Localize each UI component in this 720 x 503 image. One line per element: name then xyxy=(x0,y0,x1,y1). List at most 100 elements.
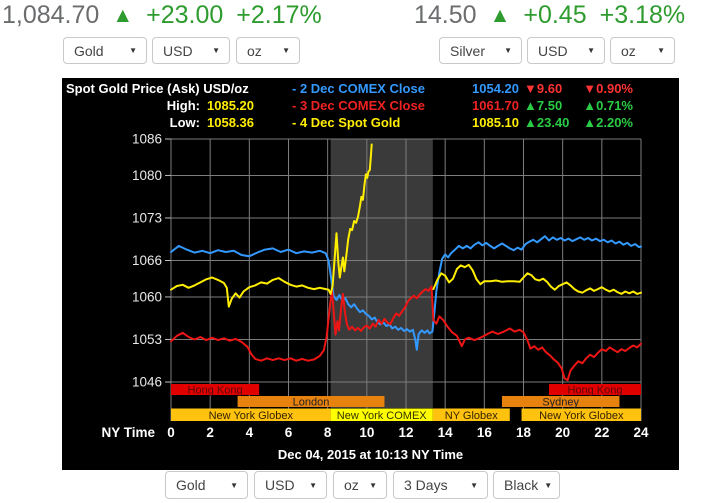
chevron-down-icon: ▼ xyxy=(309,480,317,490)
high-value: 1085.20 xyxy=(207,98,254,113)
y-tick-label: 1060 xyxy=(132,289,162,304)
legend-label-3dec: - 3 Dec COMEX Close xyxy=(292,98,425,113)
currency-select-left-value: USD xyxy=(163,42,193,59)
price-line-blue xyxy=(170,235,642,351)
x-tick-label: 18 xyxy=(516,425,532,440)
y-tick-label: 1053 xyxy=(132,332,162,347)
unit-select-right-value: oz xyxy=(621,42,636,59)
session-bar-label: London xyxy=(293,397,330,409)
session-bar-label: Sydney xyxy=(542,397,579,409)
y-tick-label: 1066 xyxy=(132,253,162,268)
chevron-down-icon: ▼ xyxy=(504,46,512,55)
silver-change-pct: +3.18% xyxy=(599,1,686,29)
metal-select-right-value: Silver xyxy=(450,42,486,59)
gold-up-arrow-icon: ▲ xyxy=(112,4,134,27)
chevron-down-icon: ▼ xyxy=(470,480,478,490)
gold-chart: 1086 1080 1073 1066 1060 1053 1046 Hong Kong Hon… xyxy=(62,78,679,470)
session-bar xyxy=(237,396,385,407)
chart-range-select-value: 3 Days xyxy=(404,477,448,493)
chart-currency-select-value: USD xyxy=(265,477,295,493)
session-bar-label: New York Globex xyxy=(209,410,294,422)
legend-label-2dec: - 2 Dec COMEX Close xyxy=(292,81,425,96)
x-tick-label: 2 xyxy=(206,425,214,440)
price-line-yellow xyxy=(432,263,642,295)
legend-change-pct-4dec: ▲2.20% xyxy=(583,115,633,130)
session-bar-label: New York Globex xyxy=(539,410,624,422)
chart-metal-select-value: Gold xyxy=(176,477,206,493)
chart-timestamp: Dec 04, 2015 at 10:13 NY Time xyxy=(277,447,464,462)
x-tick-label: 24 xyxy=(633,425,649,440)
low-label: Low: xyxy=(169,115,200,130)
chevron-down-icon: ▼ xyxy=(657,46,665,55)
legend-change-3dec: ▲7.50 xyxy=(524,98,563,113)
x-tick-label: 14 xyxy=(438,425,454,440)
chart-range-select[interactable]: 3 Days ▼ xyxy=(393,471,488,499)
chevron-down-icon: ▼ xyxy=(544,480,553,490)
currency-select-right-value: USD xyxy=(538,42,568,59)
y-tick-label: 1086 xyxy=(132,132,162,147)
silver-price: 14.50 xyxy=(414,1,477,29)
chart-unit-select-value: oz xyxy=(344,477,359,493)
session-bar xyxy=(171,384,260,395)
x-tick-label: 22 xyxy=(594,425,609,440)
silver-up-arrow-icon: ▲ xyxy=(489,4,511,27)
session-bar xyxy=(501,396,620,407)
x-tick-label: 20 xyxy=(555,425,570,440)
legend-change-4dec: ▲23.40 xyxy=(524,115,570,130)
chart-unit-select[interactable]: oz ▼ xyxy=(333,471,387,499)
silver-change: +0.45 xyxy=(523,1,587,29)
x-tick-label: 16 xyxy=(477,425,493,440)
price-line-red xyxy=(170,285,642,382)
chevron-down-icon: ▼ xyxy=(587,46,595,55)
chart-theme-select-value: Black xyxy=(504,477,539,493)
session-bar-label: Hong Kong xyxy=(567,385,622,397)
chart-title: Spot Gold Price (Ask) USD/oz xyxy=(66,81,249,96)
x-tick-label: 4 xyxy=(246,425,254,440)
session-bar-label: NY Globex xyxy=(445,410,498,422)
legend-change-2dec: ▼9.60 xyxy=(524,81,563,96)
unit-select-left-value: oz xyxy=(247,42,262,59)
metal-select-left-value: Gold xyxy=(74,42,104,59)
legend-change-pct-2dec: ▼0.90% xyxy=(583,81,633,96)
chevron-down-icon: ▼ xyxy=(282,46,290,55)
legend-value-2dec: 1054.20 xyxy=(472,81,519,96)
chart-metal-select[interactable]: Gold ▼ xyxy=(165,471,248,499)
low-value: 1058.36 xyxy=(207,115,254,130)
session-bar xyxy=(171,408,331,421)
gold-change-pct: +2.17% xyxy=(236,1,322,29)
session-bar xyxy=(330,408,433,421)
chevron-down-icon: ▼ xyxy=(230,480,238,490)
currency-select-right[interactable]: USD ▼ xyxy=(527,37,605,64)
y-tick-label: 1046 xyxy=(132,375,162,390)
silver-quote: 14.50 ▲ +0.45 +3.18% xyxy=(414,0,685,31)
price-line-yellow xyxy=(170,143,373,308)
unit-select-left[interactable]: oz ▼ xyxy=(236,37,300,64)
session-bar xyxy=(432,408,510,421)
gold-change: +23.00 xyxy=(146,1,224,29)
x-tick-label: 12 xyxy=(398,425,413,440)
gold-quote: 1,084.70 ▲ +23.00 +2.17% xyxy=(2,0,322,31)
unit-select-right[interactable]: oz ▼ xyxy=(610,37,675,64)
x-tick-label: 0 xyxy=(167,425,175,440)
y-tick-label: 1080 xyxy=(132,168,162,183)
session-bar-label: Hong Kong xyxy=(188,385,243,397)
x-axis-label: NY Time xyxy=(101,425,155,440)
session-bar xyxy=(521,408,641,421)
legend-change-pct-3dec: ▲0.71% xyxy=(583,98,633,113)
legend-label-4dec: - 4 Dec Spot Gold xyxy=(292,115,401,130)
metal-select-left[interactable]: Gold ▼ xyxy=(63,37,147,64)
legend-value-4dec: 1085.10 xyxy=(472,115,519,130)
chevron-down-icon: ▼ xyxy=(212,46,220,55)
chart-currency-select[interactable]: USD ▼ xyxy=(254,471,327,499)
chart-theme-select[interactable]: Black ▼ xyxy=(493,471,560,499)
gold-price: 1,084.70 xyxy=(2,1,100,29)
currency-select-left[interactable]: USD ▼ xyxy=(152,37,230,64)
high-label: High: xyxy=(166,98,200,113)
legend-value-3dec: 1061.70 xyxy=(472,98,519,113)
x-tick-label: 6 xyxy=(285,425,293,440)
x-tick-label: 8 xyxy=(324,425,332,440)
metal-select-right[interactable]: Silver ▼ xyxy=(439,37,522,64)
session-bar-label: New York COMEX xyxy=(337,410,428,422)
x-tick-label: 10 xyxy=(359,425,374,440)
